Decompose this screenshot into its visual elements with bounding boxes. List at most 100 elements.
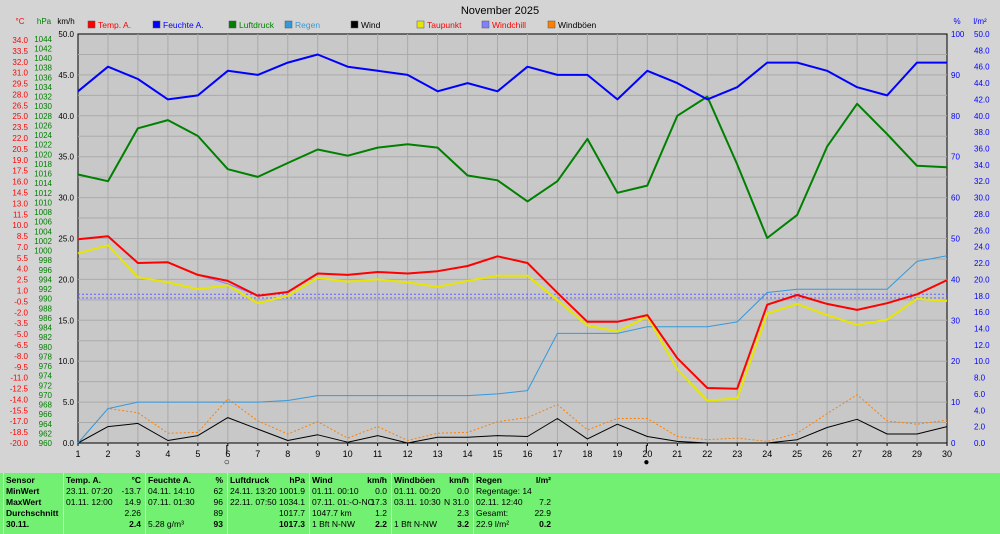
legend-label: Temp. A. [98, 20, 131, 30]
rain-tick-label: 14.0 [974, 324, 990, 333]
x-tick-label: 26 [822, 449, 832, 459]
stats-value: 14.9 [124, 497, 141, 507]
stats-row-label: 30.11. [6, 519, 30, 529]
stats-label: 07.11. 01:-O-NO [312, 497, 375, 507]
rain-tick-label: 42.0 [974, 95, 990, 104]
pressure-tick-label: 1036 [34, 73, 52, 82]
temp-tick-label: 11.5 [13, 210, 29, 219]
pressure-tick-label: 972 [39, 381, 53, 390]
temp-tick-label: -8.0 [14, 352, 28, 361]
pressure-tick-label: 966 [39, 410, 53, 419]
rain-tick-label: 44.0 [974, 79, 990, 88]
temp-tick-label: -2.0 [14, 308, 28, 317]
stats-label: 24.11. 13:20 [230, 486, 277, 496]
wind-tick-label: 45.0 [58, 71, 74, 80]
rain-tick-label: 0.0 [974, 439, 986, 448]
temp-tick-label: -20.0 [10, 439, 29, 448]
wind-tick-label: 20.0 [58, 275, 74, 284]
stats-label: 1 Bft N-NW [394, 519, 437, 529]
temp-tick-label: -15.5 [10, 406, 29, 415]
temp-tick-label: 26.5 [12, 101, 28, 110]
stats-value: 1034.1 [279, 497, 305, 507]
temp-tick-label: -11.0 [10, 374, 28, 383]
temp-tick-label: 34.0 [12, 36, 28, 45]
stats-column: Regen l/m² Regentage: 14 02.11. 12:40 7.2 Ges… [473, 473, 555, 534]
temp-tick-label: -14.0 [10, 395, 29, 404]
pressure-tick-label: 1004 [34, 227, 52, 236]
stats-heading: Temp. A. [66, 475, 101, 485]
humidity-tick-label: 30 [951, 316, 960, 325]
chart-title: November 2025 [461, 5, 539, 17]
temp-tick-label: 32.0 [12, 58, 28, 67]
rain-tick-label: 36.0 [974, 145, 990, 154]
wind-tick-label: 50.0 [58, 30, 74, 39]
stats-value: 1.2 [375, 508, 387, 518]
x-tick-label: 18 [582, 449, 592, 459]
wind-tick-label: 30.0 [58, 194, 74, 203]
stats-label: Gesamt: [476, 508, 509, 518]
stats-unit: % [215, 475, 223, 485]
stats-label: 07.11. 01:30 [148, 497, 195, 507]
pressure-tick-label: 1012 [34, 189, 52, 198]
temp-tick-label: 14.5 [12, 188, 28, 197]
x-tick-label: 6 [225, 449, 230, 459]
humidity-tick-label: 50 [951, 235, 960, 244]
statistics-panel: Sensor MinWert MaxWert Durchschnitt 30.11. Te… [0, 473, 1000, 534]
temp-tick-label: -3.5 [14, 319, 28, 328]
stats-label: 1047.7 km [312, 508, 352, 518]
stats-label: 01.11. 00:10 [312, 486, 359, 496]
series-line-feuchte-a- [77, 53, 947, 101]
pressure-tick-label: 960 [39, 439, 53, 448]
stats-row-label: Durchschnitt [6, 508, 59, 518]
stats-value: 1017.7 [279, 508, 305, 518]
pressure-tick-label: 1032 [34, 93, 52, 102]
stats-label: 5.28 g/m³ [148, 519, 184, 529]
stats-column: Sensor MinWert MaxWert Durchschnitt 30.11. [3, 473, 63, 534]
legend-label: Feuchte A. [163, 20, 204, 30]
rain-tick-label: 46.0 [974, 63, 990, 72]
humidity-tick-label: 20 [951, 357, 960, 366]
stats-value: -13.7 [121, 486, 141, 496]
rain-tick-label: 2.0 [974, 423, 986, 432]
rain-tick-label: 6.0 [974, 390, 986, 399]
stats-label: Regentage: 14 [476, 486, 532, 496]
stats-label: 22.9 l/m² [476, 519, 510, 529]
series-line-taupunkt [77, 244, 948, 402]
stats-heading: Wind [312, 475, 333, 485]
wind-tick-label: 25.0 [58, 235, 74, 244]
temp-tick-label: 1.0 [17, 287, 29, 296]
pressure-tick-label: 980 [39, 343, 53, 352]
wind-unit-label: km/h [57, 17, 74, 26]
x-tick-label: 15 [493, 449, 503, 459]
pressure-tick-label: 970 [39, 391, 53, 400]
temp-tick-label: 13.0 [12, 199, 28, 208]
stats-value: 2.26 [124, 508, 141, 518]
x-tick-label: 7 [255, 449, 260, 459]
temp-tick-label: 29.5 [12, 80, 28, 89]
stats-heading: Sensor [6, 475, 35, 485]
stats-value: 0.2 [539, 519, 551, 529]
weather-chart: 1 2 3 4 5 6 7 8 9 10 11 12 13 14 15 16 17 18 19 20 21 22 23 24 2… [10, 5, 990, 468]
rain-tick-label: 30.0 [974, 194, 990, 203]
legend-swatch [284, 20, 293, 29]
pressure-tick-label: 1016 [34, 170, 52, 179]
humidity-tick-label: 10 [951, 398, 960, 407]
stats-column: Wind km/h 01.11. 00:10 0.0 07.11. 01:-O-NO 17… [309, 473, 391, 534]
temp-tick-label: 16.0 [12, 178, 28, 187]
stats-value: 0.0 [375, 486, 387, 496]
humidity-tick-label: 0 [951, 439, 956, 448]
x-tick-label: 3 [135, 449, 140, 459]
legend-label: Windböen [558, 20, 597, 30]
stats-value: 96 [213, 497, 223, 507]
temp-tick-label: 20.5 [12, 145, 28, 154]
rain-tick-label: 38.0 [974, 128, 990, 137]
x-tick-label: 16 [522, 449, 532, 459]
temp-tick-label: 5.5 [17, 254, 29, 263]
stats-column: Luftdruck hPa 24.11. 13:20 1001.9 22.11. 07:… [227, 473, 309, 534]
temp-tick-label: 8.5 [17, 232, 29, 241]
stats-value: N 31.0 [443, 497, 469, 507]
wind-tick-label: 10.0 [58, 357, 74, 366]
pressure-tick-label: 968 [39, 401, 53, 410]
humidity-tick-label: 40 [951, 275, 960, 284]
pressure-tick-label: 1002 [34, 237, 52, 246]
